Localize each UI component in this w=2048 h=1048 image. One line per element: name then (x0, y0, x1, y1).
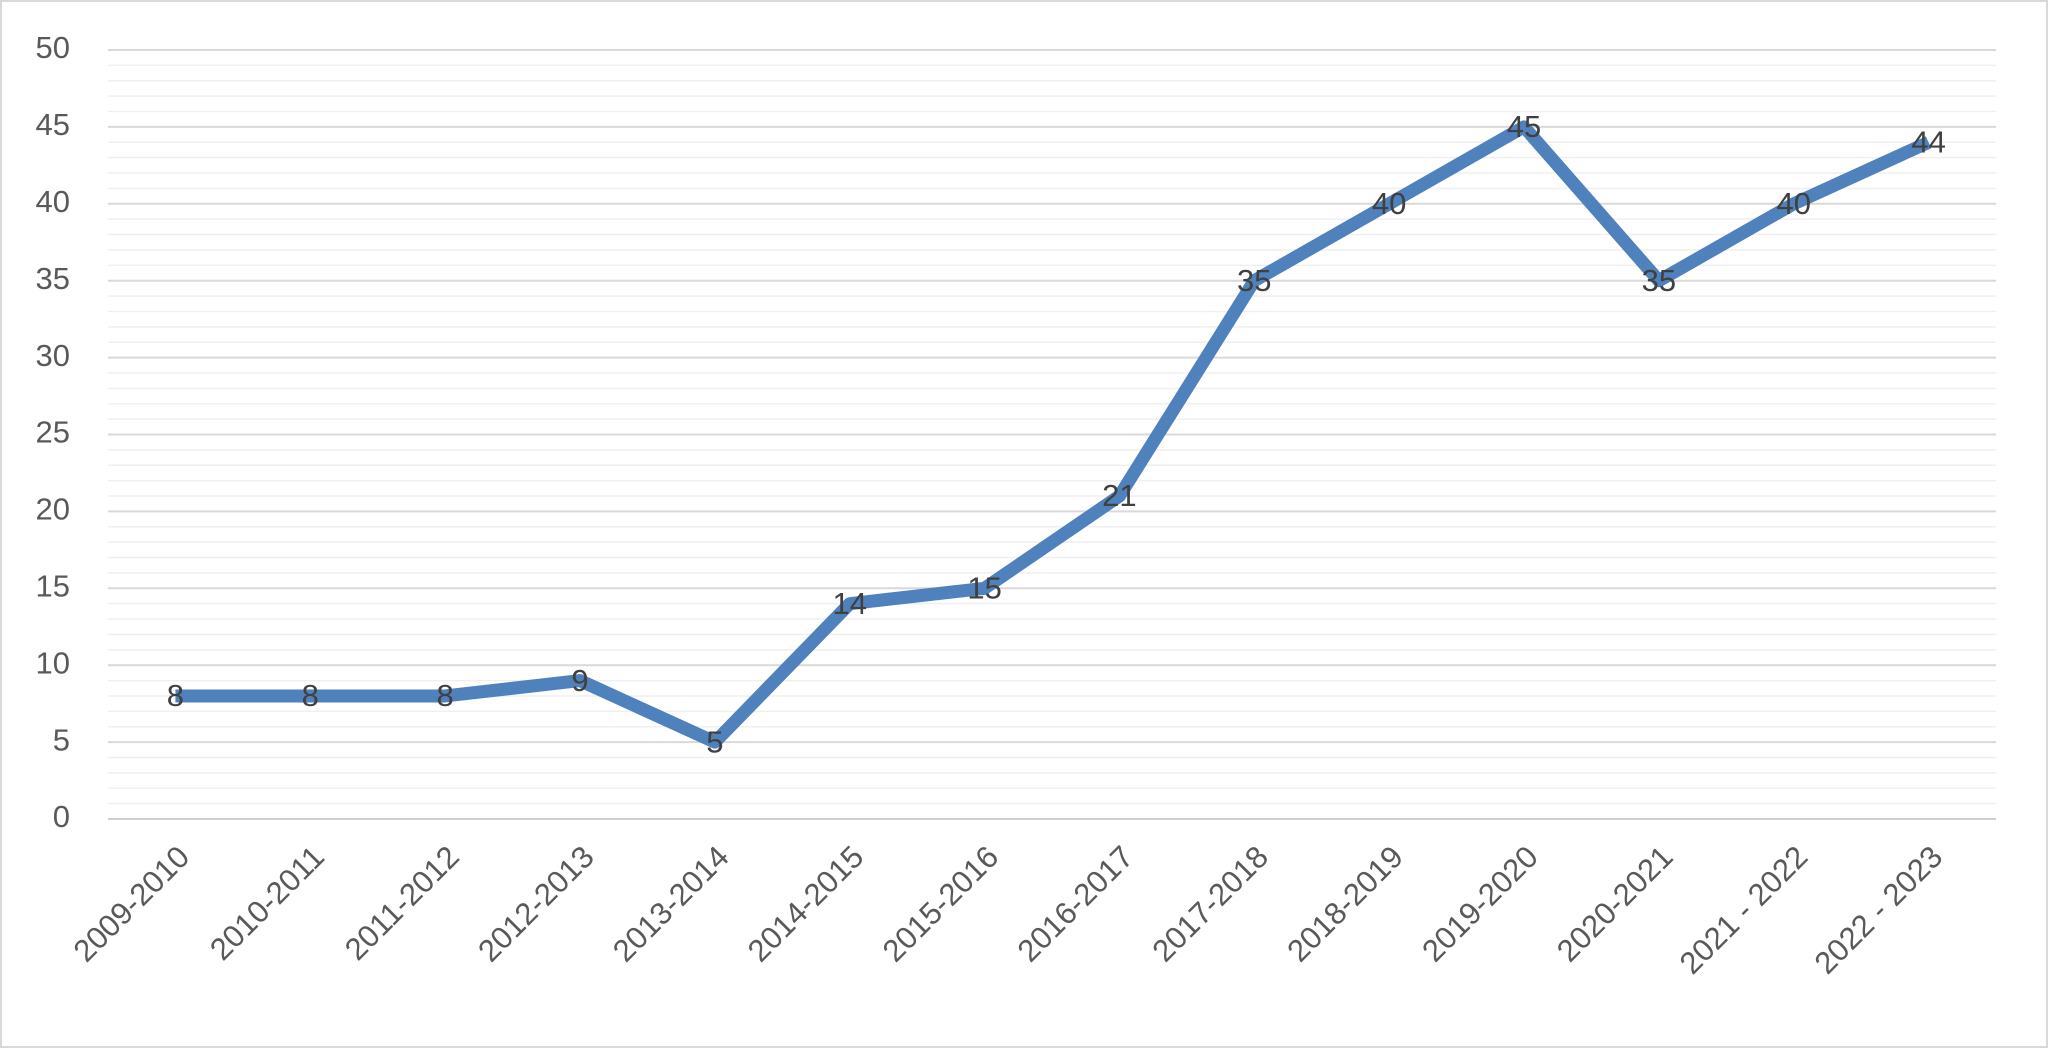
data-label: 40 (1776, 186, 1810, 221)
data-label: 45 (1507, 109, 1541, 144)
y-tick-label: 20 (36, 492, 70, 527)
data-label: 14 (832, 586, 866, 621)
data-label: 44 (1911, 124, 1945, 159)
y-tick-label: 40 (36, 184, 70, 219)
y-tick-label: 35 (36, 261, 70, 296)
data-label: 21 (1102, 478, 1136, 513)
data-label: 5 (706, 724, 723, 759)
y-tick-label: 15 (36, 568, 70, 603)
y-tick-label: 30 (36, 338, 70, 373)
y-tick-label: 0 (53, 799, 70, 834)
data-line (175, 120, 1932, 749)
data-label: 8 (437, 678, 454, 713)
data-label: 35 (1642, 263, 1676, 298)
data-label: 9 (571, 663, 588, 698)
data-label: 8 (302, 678, 319, 713)
data-label: 40 (1372, 186, 1406, 221)
y-tick-label: 50 (36, 30, 70, 65)
data-label: 15 (967, 570, 1001, 605)
y-tick-label: 45 (36, 107, 70, 142)
y-tick-label: 10 (36, 645, 70, 680)
y-tick-label: 25 (36, 415, 70, 450)
data-label: 8 (167, 678, 184, 713)
y-tick-label: 5 (53, 722, 70, 757)
data-label: 35 (1237, 263, 1271, 298)
